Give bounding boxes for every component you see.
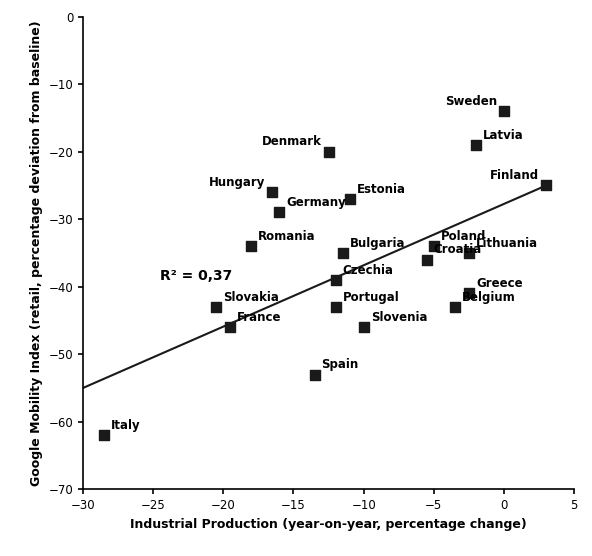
Point <box>464 289 474 298</box>
Text: Estonia: Estonia <box>356 182 406 196</box>
Text: Denmark: Denmark <box>262 135 321 148</box>
Point <box>499 107 509 116</box>
Point <box>331 302 340 311</box>
Point <box>99 431 109 440</box>
Y-axis label: Google Mobility Index (retail, percentage deviation from baseline): Google Mobility Index (retail, percentag… <box>30 20 43 486</box>
Point <box>275 208 284 217</box>
Point <box>422 255 432 264</box>
Text: Lithuania: Lithuania <box>476 237 538 250</box>
Point <box>359 323 368 332</box>
Text: R² = 0,37: R² = 0,37 <box>160 269 232 283</box>
Text: Portugal: Portugal <box>343 291 400 304</box>
Point <box>345 195 355 203</box>
Text: Latvia: Latvia <box>483 128 524 142</box>
Point <box>542 181 551 190</box>
Text: France: France <box>237 311 282 324</box>
Text: Italy: Italy <box>111 419 140 432</box>
Point <box>464 249 474 257</box>
Text: Czechia: Czechia <box>343 264 394 277</box>
Text: Slovakia: Slovakia <box>223 291 279 304</box>
Text: Greece: Greece <box>476 277 523 290</box>
Point <box>268 188 277 197</box>
Point <box>471 141 481 150</box>
Text: Croatia: Croatia <box>434 244 482 256</box>
Point <box>450 302 459 311</box>
Text: Germany: Germany <box>287 196 346 209</box>
Point <box>310 370 319 379</box>
Point <box>226 323 235 332</box>
Text: Sweden: Sweden <box>445 95 497 108</box>
Point <box>324 147 333 156</box>
Point <box>211 302 221 311</box>
Point <box>338 249 348 257</box>
Text: Finland: Finland <box>490 169 539 182</box>
Text: Belgium: Belgium <box>462 291 516 304</box>
Text: Romania: Romania <box>258 230 316 243</box>
Text: Bulgaria: Bulgaria <box>350 237 405 250</box>
Text: Hungary: Hungary <box>209 176 265 189</box>
Text: Spain: Spain <box>321 358 359 371</box>
Point <box>247 242 256 251</box>
Point <box>331 276 340 285</box>
X-axis label: Industrial Production (year-on-year, percentage change): Industrial Production (year-on-year, per… <box>130 518 527 530</box>
Point <box>429 242 439 251</box>
Text: Slovenia: Slovenia <box>371 311 427 324</box>
Text: Poland: Poland <box>441 230 486 243</box>
